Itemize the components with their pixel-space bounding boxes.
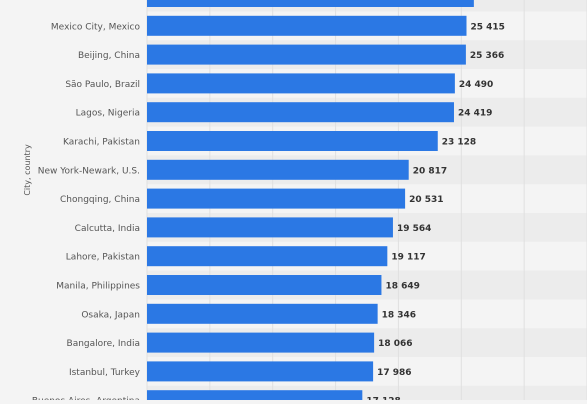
category-label: Istanbul, Turkey bbox=[69, 368, 141, 378]
category-label: Lagos, Nigeria bbox=[76, 109, 140, 119]
bar bbox=[147, 332, 375, 353]
category-label: São Paulo, Brazil bbox=[65, 80, 140, 90]
category-labels: Mexico City, Mexico Beijing, China São Pau… bbox=[32, 22, 141, 404]
value-label: 18 649 bbox=[385, 282, 419, 292]
bar bbox=[147, 73, 455, 94]
category-label: Chongqing, China bbox=[60, 195, 140, 205]
value-label: 18 066 bbox=[378, 339, 412, 349]
bar bbox=[147, 246, 388, 267]
category-label: Mexico City, Mexico bbox=[51, 22, 141, 32]
bar bbox=[147, 15, 467, 36]
bar bbox=[147, 390, 363, 404]
bar bbox=[147, 0, 474, 7]
value-label: 17 986 bbox=[377, 368, 411, 378]
value-label: 25 366 bbox=[470, 51, 504, 61]
value-label: 18 346 bbox=[382, 310, 416, 320]
category-label: Beijing, China bbox=[78, 51, 140, 61]
bar bbox=[147, 303, 378, 324]
value-label: 23 128 bbox=[442, 138, 476, 148]
category-label: Manila, Philippines bbox=[56, 282, 140, 292]
y-axis-title: City, country bbox=[23, 144, 32, 196]
category-label: Calcutta, India bbox=[75, 224, 140, 234]
bar bbox=[147, 131, 438, 151]
value-label: 20 531 bbox=[409, 195, 443, 205]
bar bbox=[147, 102, 454, 123]
category-label: Karachi, Pakistan bbox=[63, 138, 140, 148]
bar bbox=[147, 188, 406, 209]
value-label: 20 817 bbox=[413, 166, 447, 176]
value-label: 19 564 bbox=[397, 224, 431, 234]
value-label: 24 419 bbox=[458, 109, 492, 119]
bar bbox=[147, 217, 393, 238]
category-label: Osaka, Japan bbox=[81, 310, 140, 320]
bar bbox=[147, 361, 374, 382]
category-label: Lahore, Pakistan bbox=[66, 253, 140, 263]
value-label: 25 415 bbox=[471, 22, 505, 32]
value-label: 24 490 bbox=[459, 80, 493, 90]
category-label: New York-Newark, U.S. bbox=[38, 166, 140, 176]
bar bbox=[147, 44, 466, 65]
bar bbox=[147, 159, 409, 180]
bar bbox=[147, 275, 382, 295]
value-label: 19 117 bbox=[391, 253, 425, 263]
category-label: Bangalore, India bbox=[67, 339, 140, 349]
